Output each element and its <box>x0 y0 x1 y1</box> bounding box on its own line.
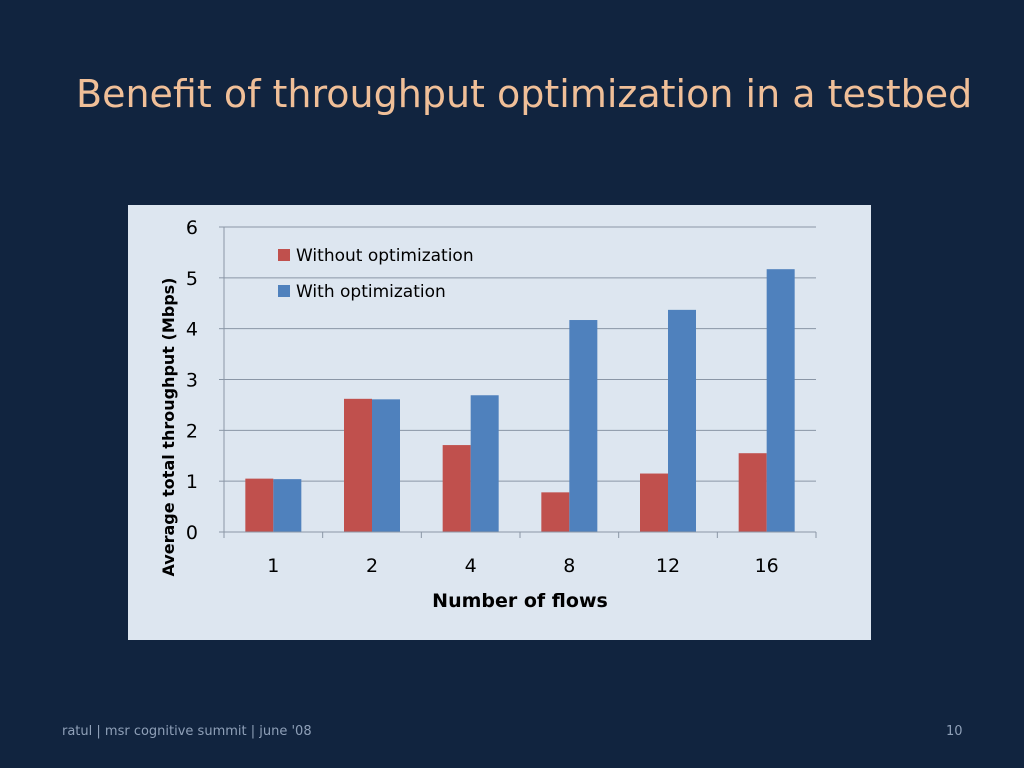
y-tick-label: 3 <box>186 370 198 392</box>
y-tick-label: 4 <box>186 319 198 341</box>
bar-without-8 <box>541 492 570 532</box>
bars <box>245 269 795 532</box>
y-tick-label: 5 <box>186 268 198 290</box>
bar-without-12 <box>640 473 668 532</box>
slide-title: Benefit of throughput optimization in a … <box>76 72 973 116</box>
bar-with-16 <box>766 269 795 532</box>
y-tick-label: 6 <box>186 217 198 239</box>
x-tick-label: 2 <box>366 555 378 577</box>
y-tick-labels: 0 1 2 3 4 5 6 <box>186 217 198 544</box>
x-tick-label: 12 <box>656 555 680 577</box>
bar-with-4 <box>470 395 499 532</box>
axes <box>223 227 817 538</box>
x-tick-label: 16 <box>755 555 779 577</box>
bar-without-2 <box>344 398 372 532</box>
bar-with-2 <box>372 399 400 532</box>
gridlines <box>219 226 816 533</box>
x-tick-label: 8 <box>563 555 575 577</box>
bar-without-4 <box>442 445 471 532</box>
legend-label: Without optimization <box>296 246 474 266</box>
x-tick-labels: 1 2 4 8 12 16 <box>267 555 778 577</box>
x-tick-label: 4 <box>465 555 477 577</box>
y-tick-label: 0 <box>186 522 198 544</box>
bar-without-16 <box>738 453 767 532</box>
legend: Without optimization With optimization <box>278 246 474 302</box>
y-tick-label: 2 <box>186 420 198 442</box>
x-tick-label: 1 <box>267 555 279 577</box>
y-tick-label: 1 <box>186 471 198 493</box>
legend-label: With optimization <box>296 282 446 302</box>
bar-with-8 <box>569 320 598 532</box>
legend-swatch <box>278 249 290 261</box>
bar-without-1 <box>245 478 274 532</box>
footer-text: ratul | msr cognitive summit | june '08 <box>62 724 312 739</box>
bar-with-1 <box>273 479 302 532</box>
y-axis-label: Average total throughput (Mbps) <box>159 278 178 577</box>
bar-with-12 <box>668 309 696 532</box>
legend-swatch <box>278 285 290 297</box>
x-axis-label: Number of flows <box>432 590 608 612</box>
page-number: 10 <box>946 724 963 739</box>
